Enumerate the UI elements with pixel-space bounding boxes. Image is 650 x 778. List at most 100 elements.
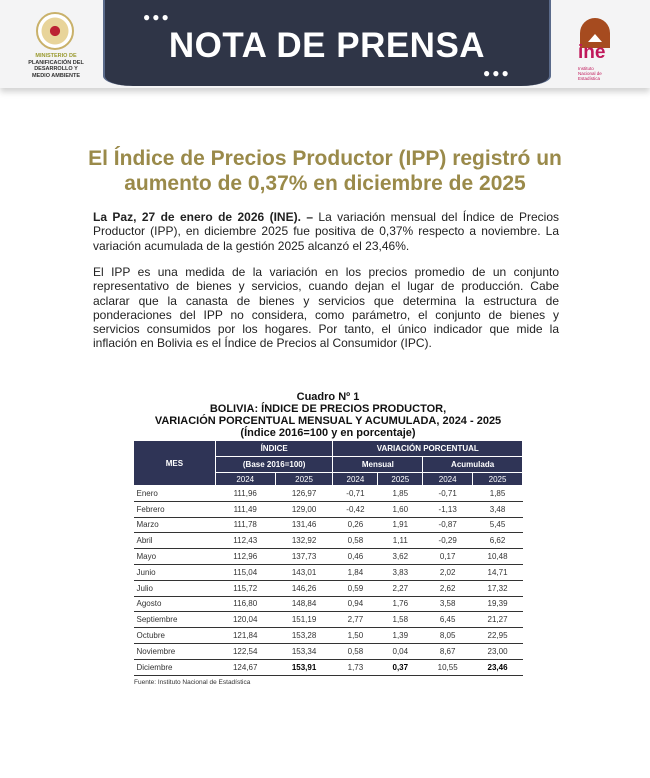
table-row: Diciembre 124,67 153,91 1,73 0,37 10,55 23,46 xyxy=(133,659,523,676)
month-cell: Febrero xyxy=(133,501,216,518)
header-base: (Base 2016=100) xyxy=(214,456,334,473)
value-cell: 111,49 xyxy=(215,501,276,518)
value-cell: 112,96 xyxy=(215,548,276,565)
value-cell: 0,58 xyxy=(332,643,378,660)
value-cell: 8,05 xyxy=(422,627,473,644)
value-cell: 1,84 xyxy=(332,564,378,581)
value-cell: -0,71 xyxy=(422,485,473,502)
press-header: MINISTERIO DE PLANIFICACIÓN DEL DESARROL… xyxy=(0,0,650,88)
ministry-line: MEDIO AMBIENTE xyxy=(31,72,81,79)
ministry-line: PLANIFICACIÓN DEL xyxy=(28,59,84,66)
page-title: El Índice de Precios Productor (IPP) reg… xyxy=(88,147,562,195)
header-acumulada: Acumulada xyxy=(422,456,523,473)
value-cell: 19,39 xyxy=(472,596,523,613)
value-cell: 112,43 xyxy=(215,532,276,550)
caption-line: VARIACIÓN PORCENTUAL MENSUAL Y ACUMULADA… xyxy=(154,415,502,427)
month-cell: Mayo xyxy=(133,548,216,565)
value-cell: 151,19 xyxy=(275,611,333,629)
value-cell: 146,26 xyxy=(275,580,333,597)
dots-icon: ●●● xyxy=(483,66,511,80)
value-cell: 1,11 xyxy=(377,532,423,550)
banner: ●●● NOTA DE PRENSA ●●● xyxy=(103,0,551,86)
table-row: Agosto 116,80 148,84 0,94 1,76 3,58 19,39 xyxy=(133,596,523,613)
header-mes: MES xyxy=(133,440,216,486)
header-year: 2024 xyxy=(422,472,474,486)
value-cell: 3,62 xyxy=(377,548,423,565)
value-cell: 2,62 xyxy=(422,580,473,597)
value-cell: 0,37 xyxy=(377,659,423,676)
month-cell: Noviembre xyxy=(133,643,216,660)
paragraph-1-text: La variación mensual del Índice de Preci… xyxy=(93,210,559,253)
month-cell: Marzo xyxy=(133,517,216,534)
value-cell: 129,00 xyxy=(275,501,333,518)
value-cell: 153,91 xyxy=(275,659,333,676)
value-cell: 122,54 xyxy=(215,643,276,660)
table-row: Marzo 111,78 131,46 0,26 1,91 -0,87 5,45 xyxy=(133,517,523,534)
dots-icon: ●●● xyxy=(143,10,171,24)
header-variacion: VARIACIÓN PORCENTUAL xyxy=(332,440,523,457)
table-caption: Cuadro Nº 1 BOLIVIA: ÍNDICE DE PRECIOS P… xyxy=(133,391,523,439)
value-cell: 3,58 xyxy=(422,596,473,613)
value-cell: 6,62 xyxy=(472,532,523,550)
ministry-line: MINISTERIO DE xyxy=(35,53,77,59)
month-cell: Junio xyxy=(133,564,216,581)
month-cell: Octubre xyxy=(133,627,216,644)
value-cell: 2,77 xyxy=(332,611,378,629)
value-cell: -0,71 xyxy=(332,485,378,502)
header-year: 2025 xyxy=(377,472,424,486)
value-cell: 0,58 xyxy=(332,532,378,550)
value-cell: 0,26 xyxy=(332,517,378,534)
table-source: Fuente: Instituto Nacional de Estadístic… xyxy=(134,679,251,686)
value-cell: 23,00 xyxy=(472,643,523,660)
header-indice: ÍNDICE xyxy=(214,440,334,457)
table-row: Abril 112,43 132,92 0,58 1,11 -0,29 6,62 xyxy=(133,532,523,550)
value-cell: 1,91 xyxy=(377,517,423,534)
month-cell: Enero xyxy=(133,485,216,502)
ministry-seal-icon xyxy=(36,12,74,50)
value-cell: 3,83 xyxy=(377,564,423,581)
value-cell: 0,17 xyxy=(422,548,473,565)
value-cell: 0,46 xyxy=(332,548,378,565)
ipp-table: MES ÍNDICE VARIACIÓN PORCENTUAL (Base 20… xyxy=(133,440,523,676)
value-cell: 131,46 xyxy=(275,517,333,534)
month-cell: Septiembre xyxy=(133,611,216,629)
header-year: 2025 xyxy=(274,472,334,486)
value-cell: 5,45 xyxy=(472,517,523,534)
value-cell: 2,02 xyxy=(422,564,473,581)
value-cell: 111,78 xyxy=(215,517,276,534)
value-cell: 23,46 xyxy=(472,659,523,676)
value-cell: 0,94 xyxy=(332,596,378,613)
value-cell: 111,96 xyxy=(215,485,276,502)
value-cell: 2,27 xyxy=(377,580,423,597)
ministry-name: MINISTERIO DE PLANIFICACIÓN DEL DESARROL… xyxy=(18,53,94,79)
value-cell: 3,48 xyxy=(472,501,523,518)
value-cell: 1,50 xyxy=(332,627,378,644)
value-cell: 124,67 xyxy=(215,659,276,676)
value-cell: 1,73 xyxy=(332,659,378,676)
table-row: Julio 115,72 146,26 0,59 2,27 2,62 17,32 xyxy=(133,580,523,597)
value-cell: 21,27 xyxy=(472,611,523,629)
table-row: Noviembre 122,54 153,34 0,58 0,04 8,67 23,00 xyxy=(133,643,523,660)
value-cell: 1,60 xyxy=(377,501,423,518)
value-cell: 10,48 xyxy=(472,548,523,565)
value-cell: -1,13 xyxy=(422,501,473,518)
table-row: Mayo 112,96 137,73 0,46 3,62 0,17 10,48 xyxy=(133,548,523,565)
table-row: Septiembre 120,04 151,19 2,77 1,58 6,45 21,27 xyxy=(133,611,523,629)
dateline: La Paz, 27 de enero de 2026 (INE). – xyxy=(93,210,314,224)
paragraph-2: El IPP es una medida de la variación en … xyxy=(93,265,559,351)
header-year: 2025 xyxy=(472,472,523,486)
value-cell: -0,87 xyxy=(422,517,473,534)
value-cell: 120,04 xyxy=(215,611,276,629)
value-cell: 0,59 xyxy=(332,580,378,597)
value-cell: 1,85 xyxy=(377,485,423,502)
value-cell: 137,73 xyxy=(275,548,333,565)
table-row: Junio 115,04 143,01 1,84 3,83 2,02 14,71 xyxy=(133,564,523,581)
ine-subtitle: Instituto Nacional de Estadística xyxy=(578,66,602,81)
value-cell: 17,32 xyxy=(472,580,523,597)
caption-line: Cuadro Nº 1 xyxy=(296,391,360,403)
value-cell: 148,84 xyxy=(275,596,333,613)
header-mensual: Mensual xyxy=(332,456,424,473)
ministry-line: DESARROLLO Y xyxy=(34,66,78,72)
value-cell: 1,58 xyxy=(377,611,423,629)
caption-line: BOLIVIA: ÍNDICE DE PRECIOS PRODUCTOR, xyxy=(209,403,447,415)
